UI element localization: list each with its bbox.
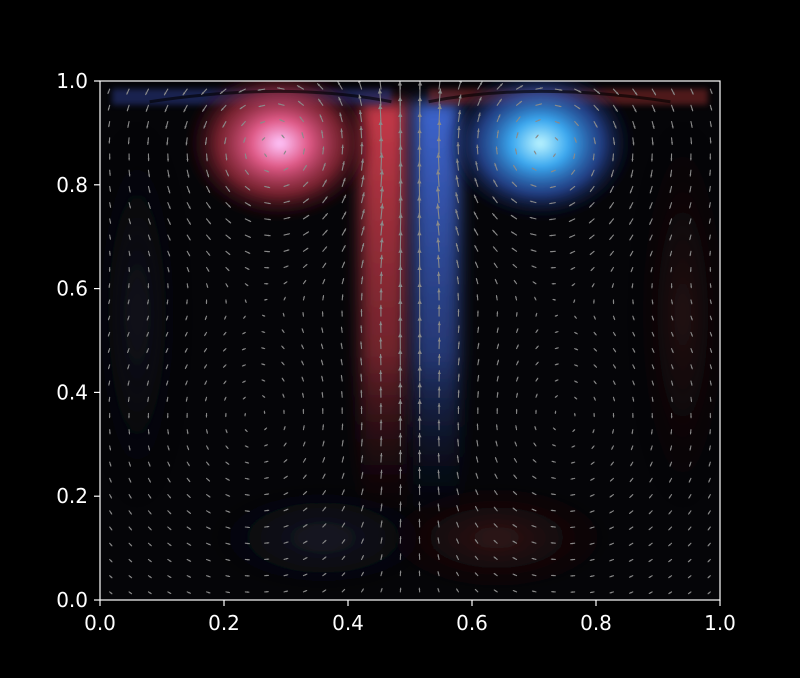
x-tick-label: 0.6 [456,611,488,635]
x-tick-label: 0.4 [332,611,364,635]
y-tick-label: 0.0 [56,588,88,612]
x-tick-label: 1.0 [704,611,736,635]
y-tick-label: 1.0 [56,69,88,93]
x-tick-label: 0.8 [580,611,612,635]
x-tick-label: 0.0 [84,611,116,635]
x-tick-label: 0.2 [208,611,240,635]
y-tick-label: 0.8 [56,173,88,197]
y-tick-label: 0.6 [56,277,88,301]
plot-area [92,65,728,600]
y-tick-label: 0.4 [56,380,88,404]
lower-positive-region [377,483,617,593]
x-axis: 0.0 0.2 0.4 0.6 0.8 1.0 [84,600,736,635]
y-tick-label: 0.2 [56,484,88,508]
y-axis: 0.0 0.2 0.4 0.6 0.8 1.0 [56,69,100,612]
